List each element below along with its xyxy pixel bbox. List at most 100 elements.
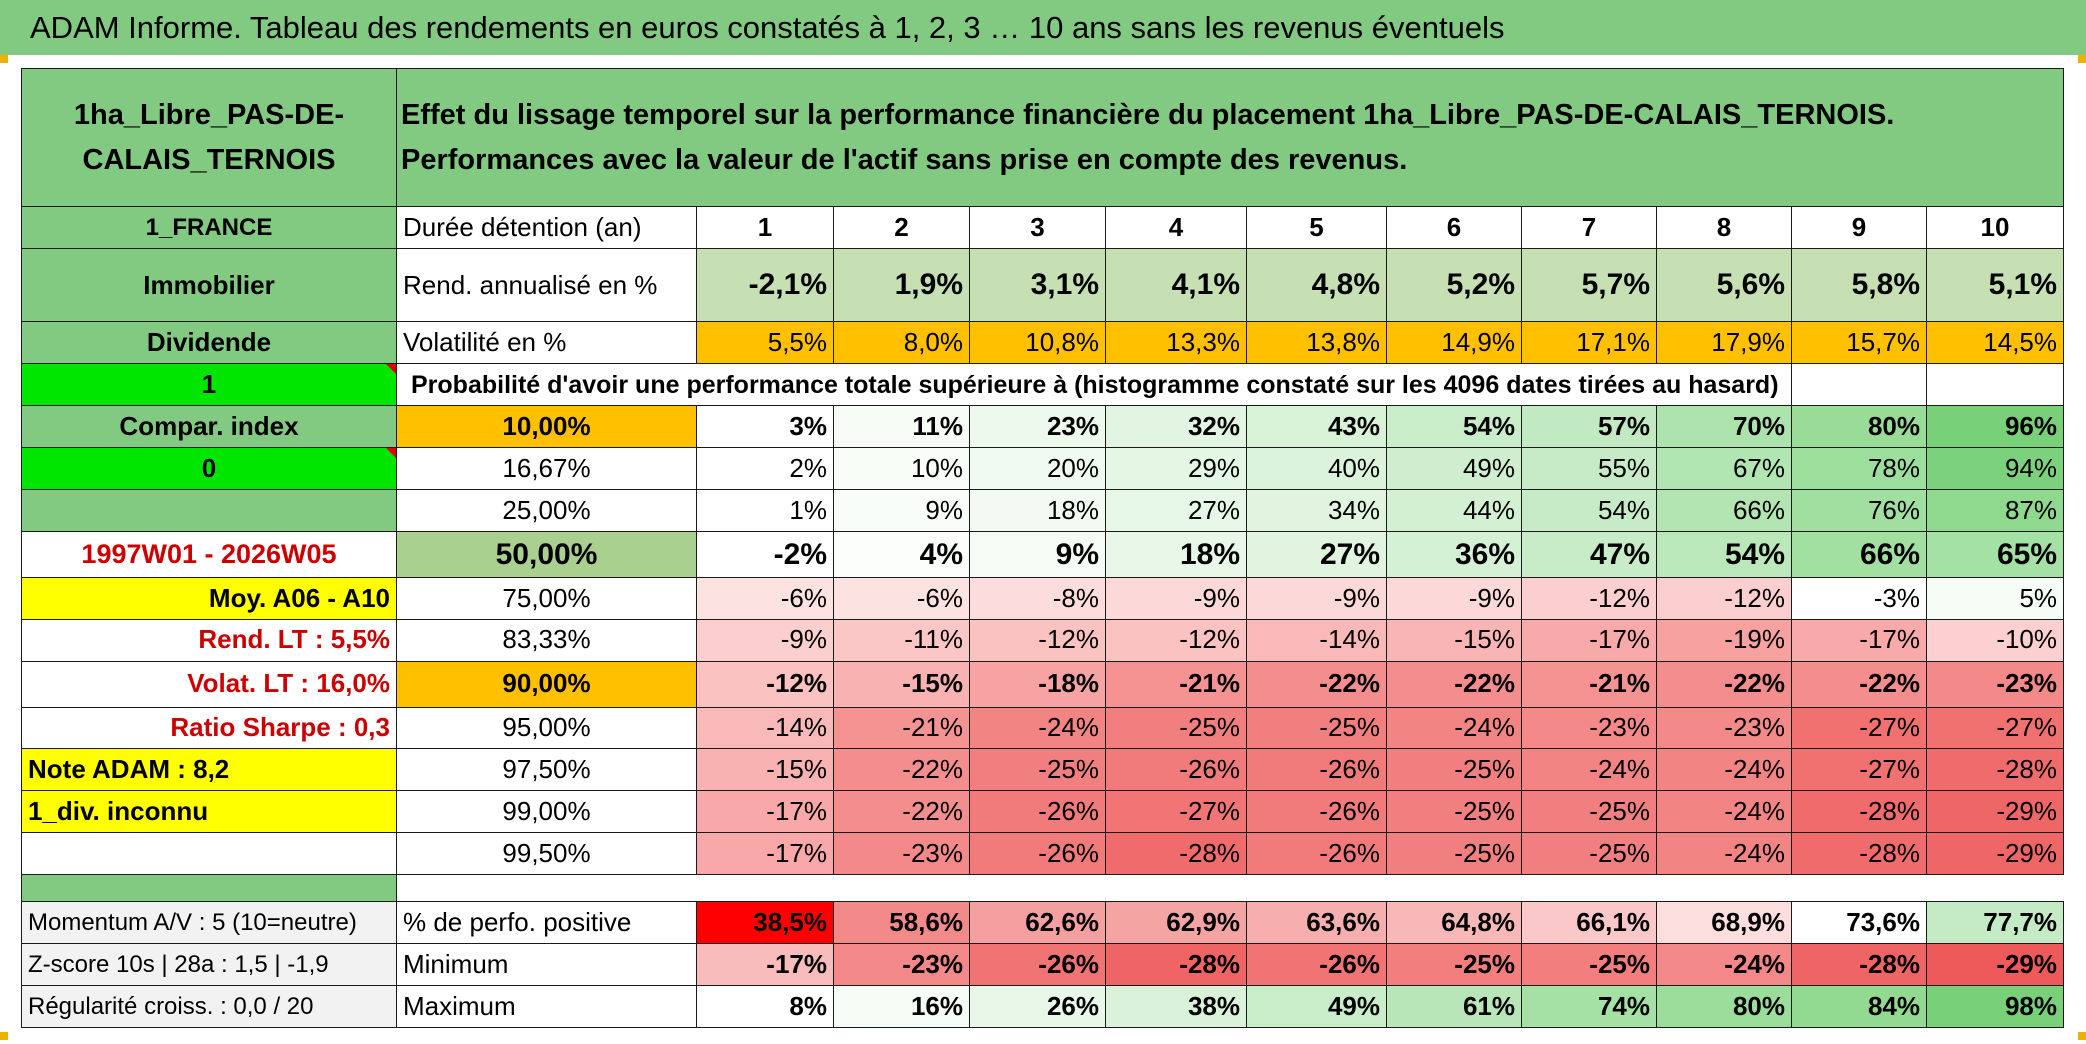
zscore-cell: Z-score 10s | 28a : 1,5 | -1,9	[21, 943, 397, 987]
empty-cell	[1925, 363, 2065, 407]
proba-row: 1 Probabilité d'avoir une performance tot…	[21, 363, 2065, 407]
percentile-value: 5%	[1925, 576, 2065, 620]
percentile-value: 49%	[1386, 446, 1522, 490]
perfo-pos-value: 68,9%	[1656, 901, 1792, 945]
percentile-value: -23%	[1656, 706, 1792, 750]
maximum-value: 26%	[969, 985, 1106, 1028]
corner-marker	[0, 55, 8, 63]
maximum-value: 16%	[833, 985, 970, 1028]
percentile-value: 1%	[696, 488, 834, 532]
percentile-value: -3%	[1791, 576, 1927, 620]
percentile-row: 1_div. inconnu 99,00% -17% -22% -26% -27% -26%…	[21, 790, 2065, 834]
percentile-label: 99,50%	[396, 832, 697, 876]
div-cell: 1_div. inconnu	[21, 790, 397, 834]
percentile-label: 95,00%	[396, 706, 697, 750]
rend-value: 4,1%	[1105, 248, 1247, 323]
rend-lt-cell: Rend. LT : 5,5%	[21, 618, 397, 662]
volat-value: 13,8%	[1246, 321, 1387, 365]
percentile-label: 83,33%	[396, 618, 697, 662]
minimum-value: -17%	[696, 943, 834, 987]
percentile-value: -24%	[969, 706, 1106, 750]
maximum-value: 98%	[1925, 985, 2065, 1028]
percentile-value: -22%	[833, 748, 970, 792]
percentile-value: -15%	[696, 748, 834, 792]
percentile-value: -18%	[969, 660, 1106, 708]
percentile-value: -29%	[1925, 790, 2065, 834]
percentile-label: 75,00%	[396, 576, 697, 620]
percentile-value: -28%	[1105, 832, 1247, 876]
rend-value: 1,9%	[833, 248, 970, 323]
percentile-value: -22%	[1386, 660, 1522, 708]
percentile-value: 23%	[969, 405, 1106, 448]
percentile-value: -15%	[833, 660, 970, 708]
percentile-value: 32%	[1105, 405, 1247, 448]
percentile-value: 54%	[1656, 530, 1792, 578]
percentile-value: -6%	[833, 576, 970, 620]
percentile-row: Ratio Sharpe : 0,3 95,00% -14% -21% -24% -25%…	[21, 706, 2065, 750]
perfo-pos-value: 58,6%	[833, 901, 970, 945]
percentile-value: -21%	[833, 706, 970, 750]
percentile-row: Note ADAM : 8,2 97,50% -15% -22% -25% -26% -26…	[21, 748, 2065, 792]
percentile-value: -28%	[1791, 790, 1927, 834]
percentile-value: -25%	[1246, 706, 1387, 750]
minimum-label: Minimum	[396, 943, 697, 987]
rend-value: 3,1%	[969, 248, 1106, 323]
proba-label: Probabilité d'avoir une performance tota…	[396, 363, 1792, 407]
percentile-value: 27%	[1105, 488, 1247, 532]
minimum-value: -28%	[1791, 943, 1927, 987]
percentile-value: -6%	[696, 576, 834, 620]
empty-cell	[21, 832, 397, 876]
volat-value: 5,5%	[696, 321, 834, 365]
rend-value: 5,8%	[1791, 248, 1927, 323]
flag0-cell: 0	[21, 446, 397, 490]
percentile-value: -22%	[1246, 660, 1387, 708]
description-cell: Effet du lissage temporel sur la perform…	[395, 67, 2065, 208]
perfo-pos-value: 62,6%	[969, 901, 1106, 945]
percentile-value: -23%	[833, 832, 970, 876]
regularite-cell: Régularité croiss. : 0,0 / 20	[21, 985, 397, 1028]
percentile-value: 78%	[1791, 446, 1927, 490]
momentum-cell: Momentum A/V : 5 (10=neutre)	[21, 901, 397, 945]
year-7: 7	[1521, 206, 1657, 250]
percentile-value: 27%	[1246, 530, 1387, 578]
percentile-value: 66%	[1791, 530, 1927, 578]
percentile-value: 4%	[833, 530, 970, 578]
percentile-value: -9%	[1105, 576, 1247, 620]
percentile-value: 44%	[1386, 488, 1522, 532]
maximum-value: 49%	[1246, 985, 1387, 1028]
percentile-value: 47%	[1521, 530, 1657, 578]
percentile-value: -24%	[1521, 748, 1657, 792]
percentile-value: -12%	[1521, 576, 1657, 620]
sharpe-cell: Ratio Sharpe : 0,3	[21, 706, 397, 750]
perfo-pos-value: 77,7%	[1925, 901, 2065, 945]
percentile-value: -28%	[1791, 832, 1927, 876]
country-cell: 1_FRANCE	[21, 206, 397, 250]
percentile-value: -23%	[1521, 706, 1657, 750]
percentile-value: -22%	[833, 790, 970, 834]
year-8: 8	[1656, 206, 1792, 250]
percentile-value: -24%	[1656, 748, 1792, 792]
percentile-value: -21%	[1105, 660, 1247, 708]
gap-cell	[21, 874, 397, 902]
rend-value: 5,7%	[1521, 248, 1657, 323]
report-title: ADAM Informe. Tableau des rendements en …	[0, 0, 2086, 55]
percentile-value: -9%	[1386, 576, 1522, 620]
percentile-value: 29%	[1105, 446, 1247, 490]
percentile-value: 94%	[1925, 446, 2065, 490]
returns-table: 1ha_Libre_PAS-DE-CALAIS_TERNOIS Effet du …	[21, 67, 2065, 1028]
percentile-value: -2%	[696, 530, 834, 578]
percentile-value: 80%	[1791, 405, 1927, 448]
percentile-value: 76%	[1791, 488, 1927, 532]
percentile-value: -9%	[696, 618, 834, 662]
percentile-row: Moy. A06 - A10 75,00% -6% -6% -8% -9% -9% -9% -1…	[21, 576, 2065, 620]
year-4: 4	[1105, 206, 1247, 250]
perfo-pos-value: 62,9%	[1105, 901, 1247, 945]
minimum-value: -29%	[1925, 943, 2065, 987]
percentile-value: 36%	[1386, 530, 1522, 578]
perfo-pos-value: 64,8%	[1386, 901, 1522, 945]
percentile-value: -25%	[1521, 832, 1657, 876]
percentile-value: -24%	[1656, 790, 1792, 834]
perfo-pos-label: % de perfo. positive	[396, 901, 697, 945]
years-row: 1_FRANCE Durée détention (an) 1 2 3 4 5 6 7 8 9 10	[21, 206, 2065, 250]
percentile-label: 16,67%	[396, 446, 697, 490]
